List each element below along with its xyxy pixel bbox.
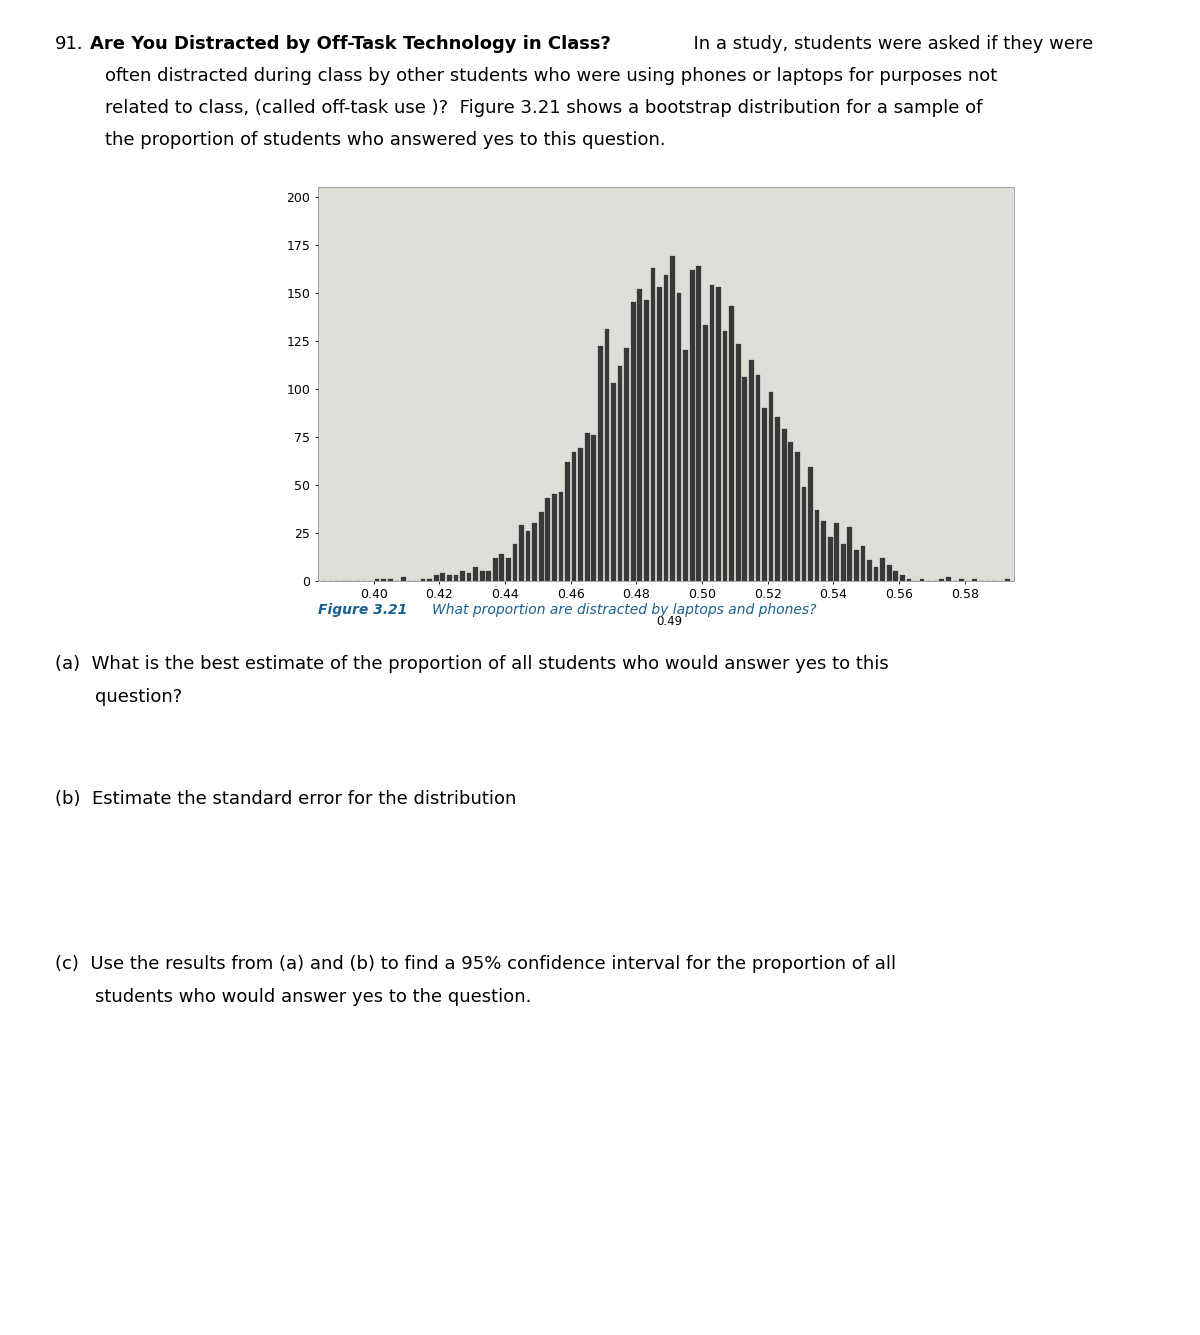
Bar	[578, 449, 583, 581]
Text: What proportion are distracted by laptops and phones?: What proportion are distracted by laptop…	[432, 602, 816, 617]
Bar	[624, 348, 629, 581]
Bar	[552, 494, 557, 581]
Bar	[815, 510, 820, 581]
Bar	[637, 288, 642, 581]
Bar	[584, 433, 589, 581]
Bar	[467, 573, 472, 581]
Bar	[716, 287, 721, 581]
Bar	[808, 467, 812, 581]
Bar	[881, 558, 886, 581]
Bar	[736, 344, 740, 581]
Bar	[677, 292, 682, 581]
Text: 91.: 91.	[55, 35, 84, 53]
Bar	[730, 306, 734, 581]
Text: (a)  What is the best estimate of the proportion of all students who would answe: (a) What is the best estimate of the pro…	[55, 654, 889, 673]
Bar	[788, 442, 793, 581]
Bar	[919, 579, 924, 581]
Bar	[690, 270, 695, 581]
Bar	[762, 407, 767, 581]
Text: (b)  Estimate the standard error for the distribution: (b) Estimate the standard error for the …	[55, 790, 516, 808]
Bar	[940, 579, 944, 581]
Bar	[427, 579, 432, 581]
Bar	[512, 545, 517, 581]
Bar	[605, 328, 610, 581]
Bar	[854, 550, 859, 581]
Bar	[834, 523, 839, 581]
Bar	[874, 567, 878, 581]
Bar	[440, 573, 445, 581]
Bar	[650, 267, 655, 581]
Bar	[480, 571, 485, 581]
Bar	[894, 571, 898, 581]
Text: Figure 3.21: Figure 3.21	[318, 602, 418, 617]
Bar	[749, 360, 754, 581]
Bar	[499, 554, 504, 581]
Bar	[946, 577, 950, 581]
Bar	[828, 537, 833, 581]
Bar	[382, 579, 386, 581]
Text: related to class, (called off-task use )?  Figure 3.21 shows a bootstrap distrib: related to class, (called off-task use )…	[106, 99, 983, 117]
Bar	[658, 287, 661, 581]
Text: the proportion of students who answered yes to this question.: the proportion of students who answered …	[106, 131, 666, 150]
Bar	[644, 300, 649, 581]
Bar	[683, 350, 688, 581]
Bar	[802, 486, 806, 581]
Bar	[671, 256, 674, 581]
Bar	[703, 326, 708, 581]
Bar	[709, 284, 714, 581]
Bar	[841, 545, 846, 581]
Bar	[868, 559, 872, 581]
Bar	[782, 429, 786, 581]
Bar	[631, 302, 636, 581]
Bar	[592, 435, 596, 581]
Bar	[618, 366, 623, 581]
Bar	[775, 418, 780, 581]
Bar	[860, 546, 865, 581]
Bar	[1006, 579, 1009, 581]
Bar	[539, 511, 544, 581]
Bar	[769, 392, 774, 581]
Text: 0.49: 0.49	[656, 615, 683, 629]
Bar	[743, 376, 748, 581]
Text: In a study, students were asked if they were: In a study, students were asked if they …	[682, 35, 1093, 53]
Bar	[460, 571, 464, 581]
Bar	[558, 493, 563, 581]
Bar	[421, 579, 426, 581]
Bar	[473, 567, 478, 581]
Bar	[565, 462, 570, 581]
Bar	[546, 498, 550, 581]
Bar	[486, 571, 491, 581]
Bar	[821, 521, 826, 581]
Bar	[887, 565, 892, 581]
Bar	[722, 331, 727, 581]
Text: Are You Distracted by Off-Task Technology in Class?: Are You Distracted by Off-Task Technolog…	[90, 35, 611, 53]
Bar	[493, 558, 498, 581]
Bar	[446, 575, 451, 581]
Bar	[972, 579, 977, 581]
Bar	[847, 527, 852, 581]
Bar	[959, 579, 964, 581]
Text: question?: question?	[95, 688, 182, 706]
Bar	[756, 375, 761, 581]
Bar	[401, 577, 406, 581]
Text: (c)  Use the results from (a) and (b) to find a 95% confidence interval for the : (c) Use the results from (a) and (b) to …	[55, 955, 896, 973]
Bar	[388, 579, 392, 581]
Bar	[664, 275, 668, 581]
Bar	[794, 453, 799, 581]
Bar	[374, 579, 379, 581]
Bar	[454, 575, 458, 581]
Bar	[506, 558, 511, 581]
Text: students who would answer yes to the question.: students who would answer yes to the que…	[95, 988, 532, 1005]
Bar	[434, 575, 438, 581]
Bar	[900, 575, 905, 581]
Bar	[520, 525, 524, 581]
Bar	[611, 383, 616, 581]
Bar	[571, 453, 576, 581]
Bar	[533, 523, 538, 581]
Bar	[598, 346, 602, 581]
Bar	[906, 579, 911, 581]
Text: often distracted during class by other students who were using phones or laptops: often distracted during class by other s…	[106, 67, 997, 85]
Bar	[526, 531, 530, 581]
Bar	[696, 266, 701, 581]
